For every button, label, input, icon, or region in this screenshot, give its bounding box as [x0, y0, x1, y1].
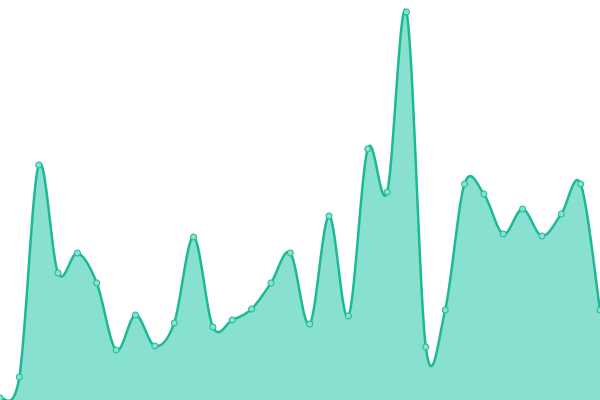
data-point — [325, 212, 333, 220]
data-point — [190, 233, 198, 241]
data-point — [151, 342, 159, 350]
data-point — [131, 311, 139, 319]
data-point — [364, 145, 372, 153]
data-point — [519, 205, 527, 213]
data-point — [344, 312, 352, 320]
data-point — [538, 232, 546, 240]
data-point — [248, 305, 256, 313]
data-point — [422, 343, 430, 351]
data-point — [35, 161, 43, 169]
data-point — [0, 394, 4, 400]
data-point — [461, 180, 469, 188]
data-point — [93, 279, 101, 287]
data-point — [228, 316, 236, 324]
data-point — [286, 249, 294, 257]
data-point — [267, 279, 275, 287]
data-point — [209, 323, 217, 331]
data-point — [441, 306, 449, 314]
data-point — [170, 319, 178, 327]
data-point — [577, 180, 585, 188]
data-point — [499, 230, 507, 238]
data-point — [15, 373, 23, 381]
data-point — [306, 320, 314, 328]
data-point — [480, 190, 488, 198]
area-fill — [0, 9, 600, 400]
data-point — [596, 306, 600, 314]
data-point — [383, 188, 391, 196]
data-point — [73, 249, 81, 257]
data-point — [557, 210, 565, 218]
data-point — [402, 8, 410, 16]
data-point — [54, 269, 62, 277]
data-point — [112, 346, 120, 354]
